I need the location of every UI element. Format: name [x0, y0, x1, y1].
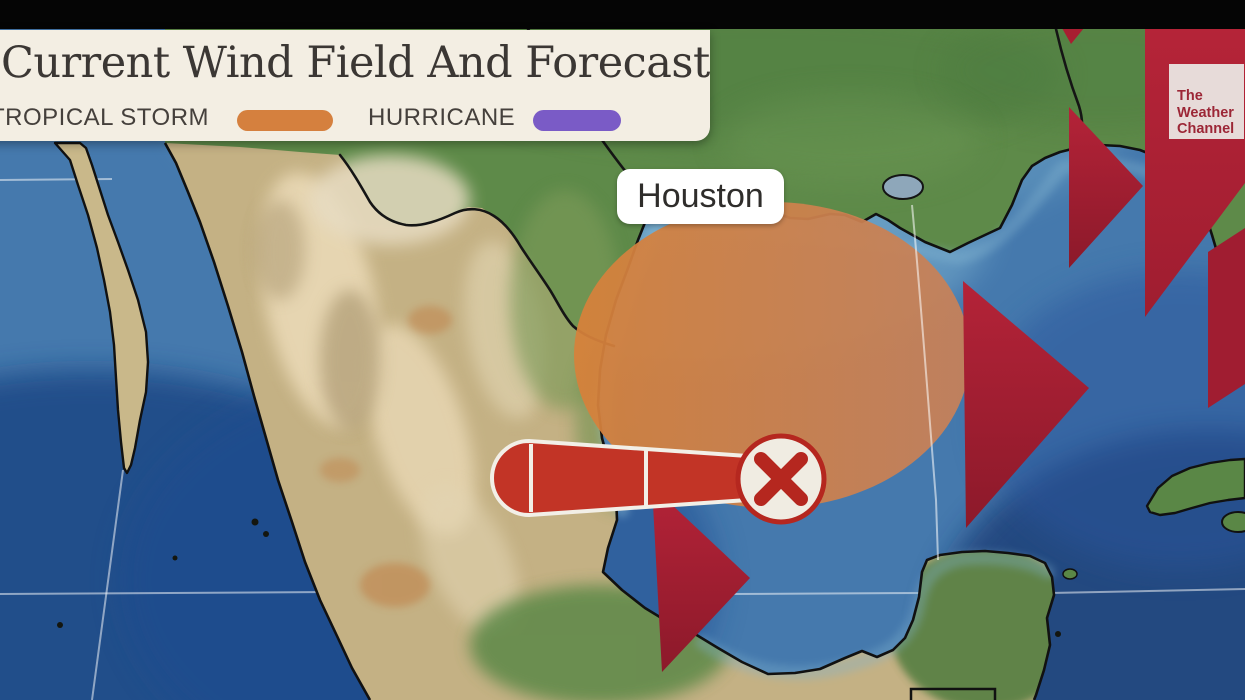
- small-islands: [57, 518, 1061, 637]
- lake: [882, 174, 924, 200]
- triangle-top-right: [1069, 107, 1143, 268]
- x-icon: [754, 452, 808, 506]
- legend-label-hurricane: HURRICANE: [368, 104, 516, 131]
- graticule-meridian-over-windfield: [911, 204, 939, 561]
- mexico-terrain: [165, 143, 1054, 700]
- tropical-storm-swatch: [237, 110, 333, 131]
- triangle-gulf: [963, 281, 1089, 528]
- logo-line: Channel: [1177, 121, 1235, 138]
- triangle-bottom-center: [652, 486, 750, 672]
- letterbox-bar: [0, 0, 1245, 29]
- us-mexico-border: [338, 153, 616, 348]
- page-title: Current Wind Field And Forecast: [1, 38, 710, 88]
- title-panel: Current Wind Field And Forecast TROPICAL…: [0, 30, 710, 141]
- hurricane-swatch: [533, 110, 621, 131]
- cozumel-island: [1062, 568, 1078, 580]
- logo-line: The: [1177, 88, 1203, 104]
- tropical-storm-wind-field: [574, 202, 970, 508]
- triangle-small-top: [1062, 28, 1084, 44]
- triangle-right-edge: [1208, 228, 1245, 408]
- cuba: [1062, 457, 1245, 580]
- baja-california: [53, 141, 150, 475]
- storm-track-cone: [490, 439, 764, 517]
- weather-channel-logo: The Weather Channel: [1169, 64, 1244, 139]
- logo-line: Weather: [1177, 104, 1234, 121]
- clipped-label-box: [909, 687, 997, 700]
- storm-position-marker: [735, 433, 827, 525]
- legend-label-tropical-storm: TROPICAL STORM: [0, 104, 210, 131]
- city-label-houston: Houston: [617, 169, 784, 224]
